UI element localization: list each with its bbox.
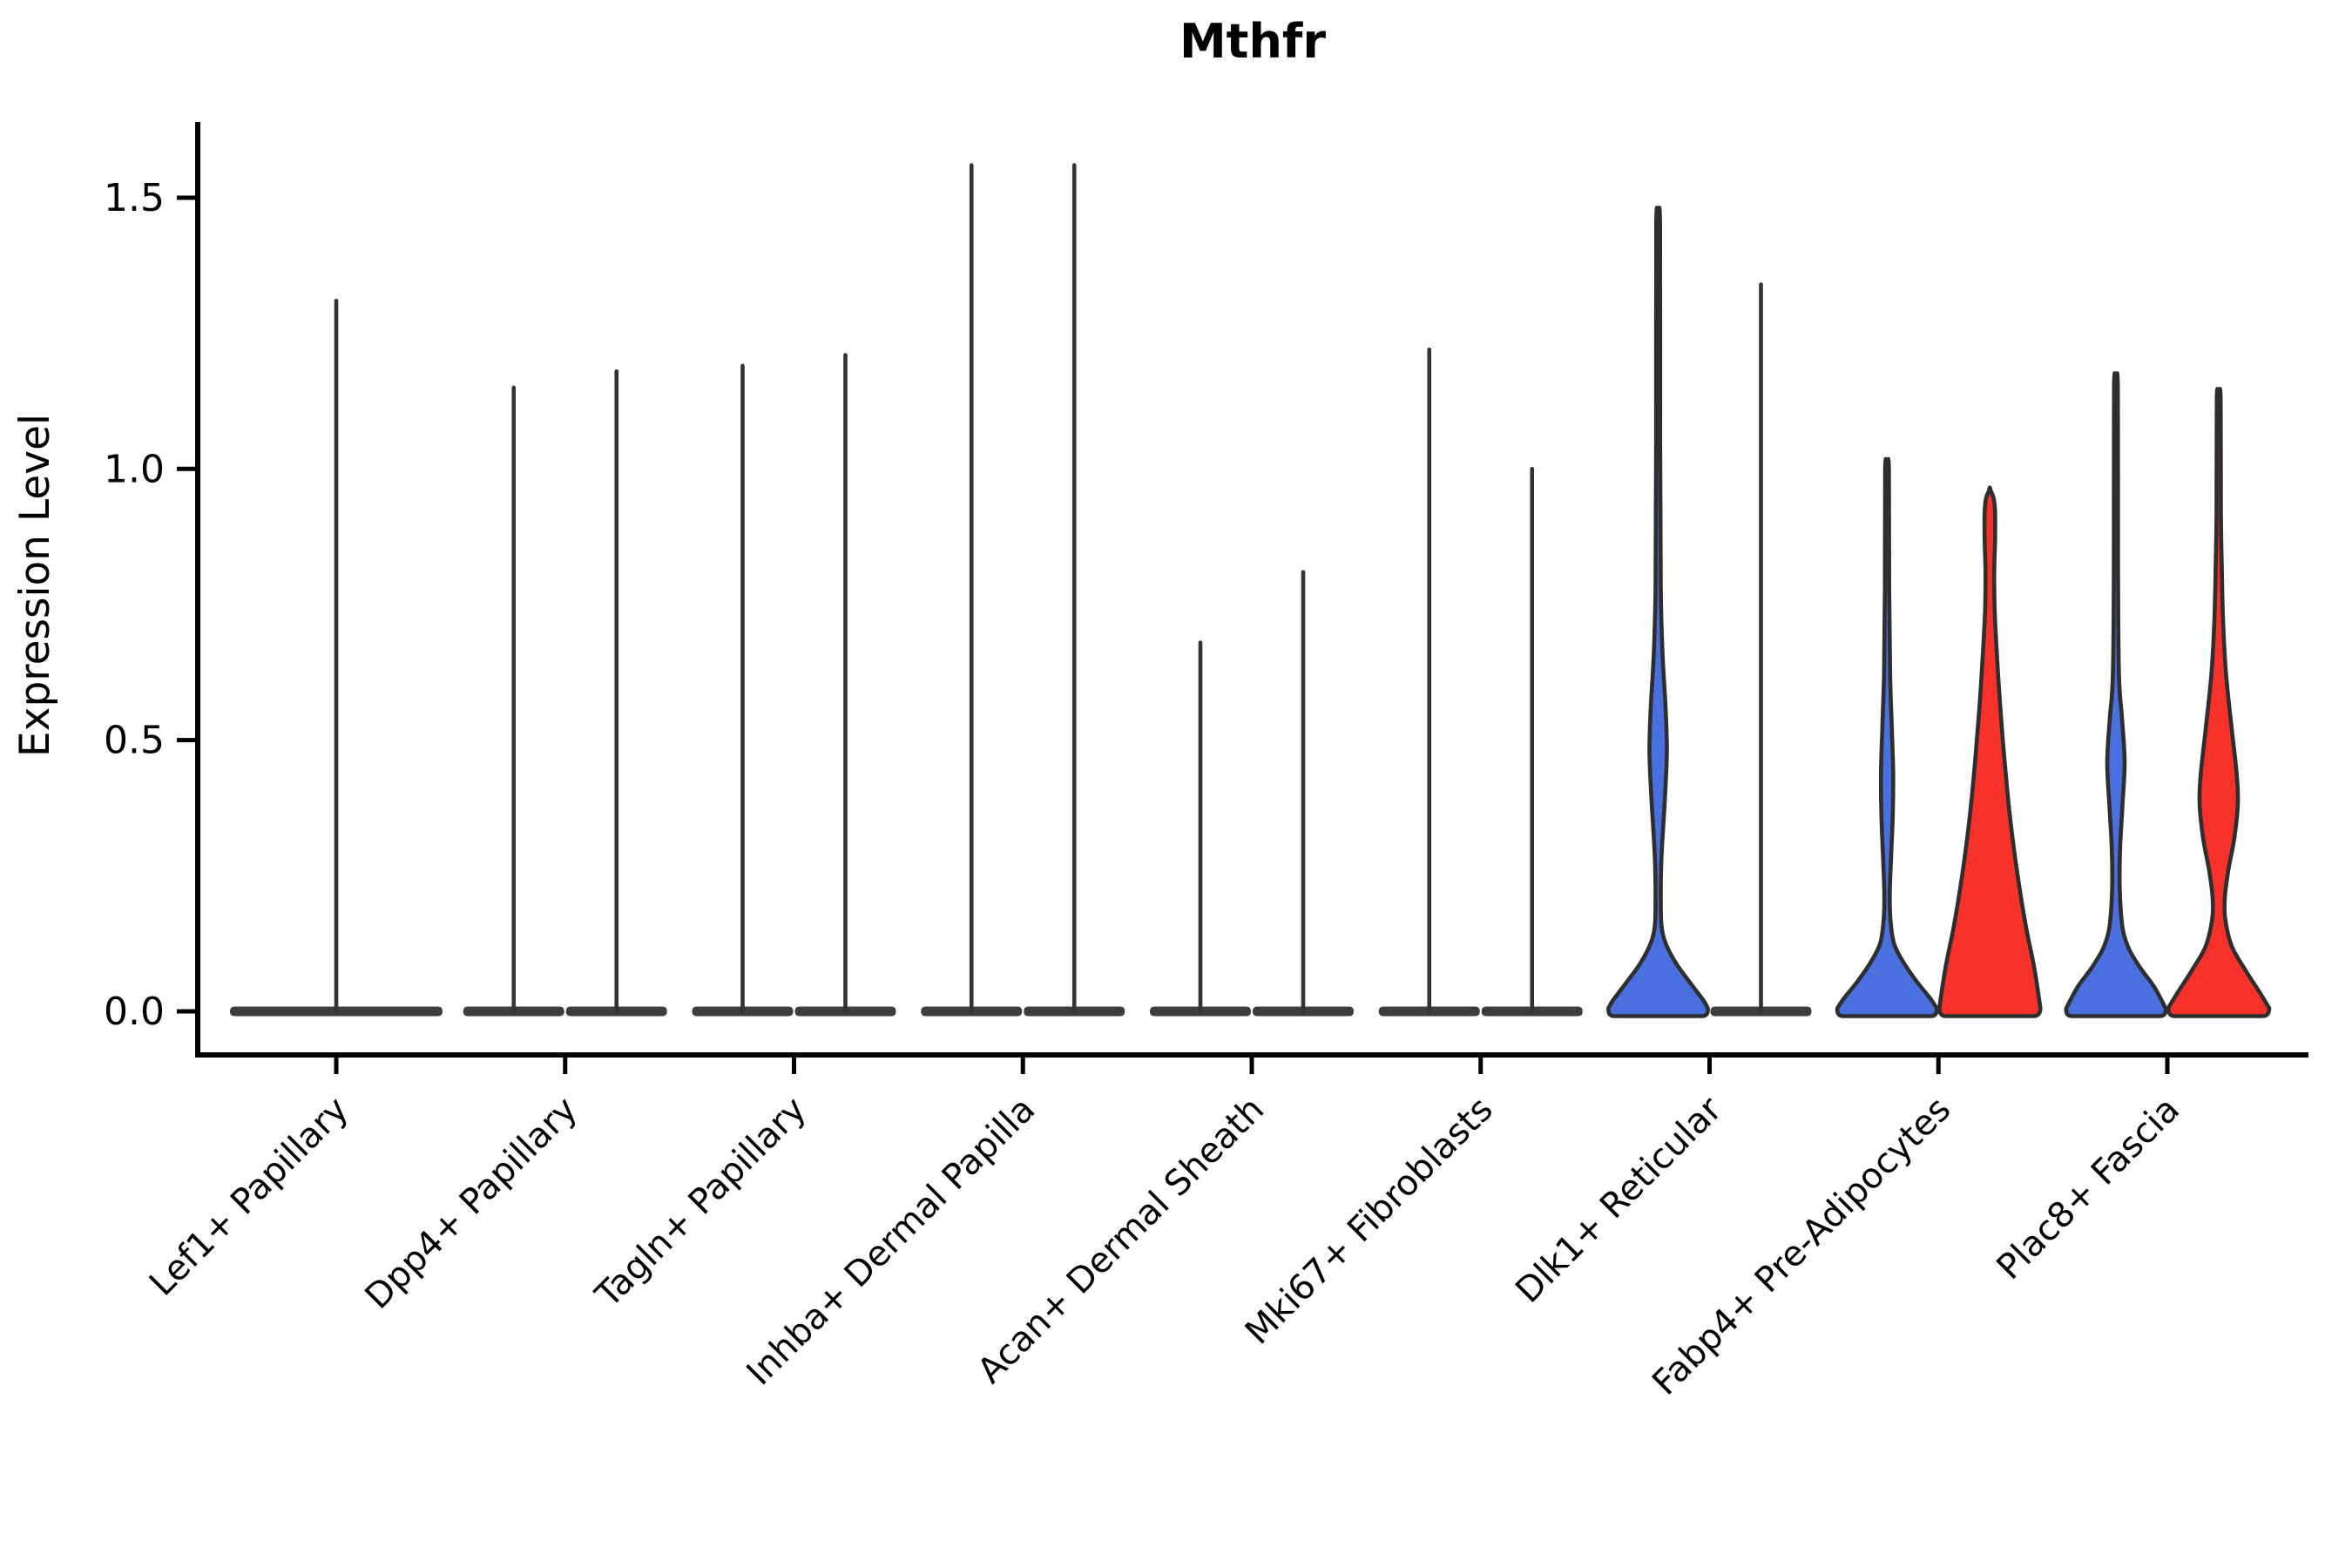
violin-dpp4-papillary-right bbox=[565, 368, 667, 1017]
y-tick-label-1: 0.5 bbox=[104, 719, 165, 763]
violin-mki67-fibroblasts-right bbox=[1481, 466, 1583, 1017]
violin-fabp4-pre-adipocytes-right bbox=[1936, 485, 2043, 1018]
y-tick-label-2: 1.0 bbox=[104, 447, 165, 491]
violin-body-blue bbox=[1606, 206, 1710, 1018]
x-tick-label-8: Plac8+ Fascia bbox=[1990, 1090, 2188, 1288]
violin-acan-dermal-sheath-right bbox=[1253, 570, 1354, 1017]
violin-dlk1-reticular-left bbox=[1606, 206, 1710, 1018]
violin-plac8-fascia-left bbox=[2064, 371, 2168, 1018]
x-tick-label-2: Tagln+ Papillary bbox=[588, 1090, 814, 1316]
violin-inhba-dermal-papilla-left bbox=[921, 163, 1023, 1017]
violin-dpp4-papillary-left bbox=[463, 385, 564, 1017]
violin-body-red bbox=[2166, 387, 2272, 1018]
x-tick-label-6: Dlk1+ Reticular bbox=[1508, 1089, 1730, 1311]
x-tick-label-5: Mki67+ Fibroblasts bbox=[1238, 1090, 1501, 1353]
violin-body-blue bbox=[2064, 371, 2168, 1018]
violin-acan-dermal-sheath-left bbox=[1150, 640, 1251, 1017]
y-tick-label-0: 0.0 bbox=[104, 990, 165, 1034]
y-axis-label: Expression Level bbox=[11, 414, 59, 757]
violin-tagln-papillary-right bbox=[794, 353, 896, 1017]
violin-body-red bbox=[1936, 485, 2043, 1018]
label-layer: Lef1+ Papillary Dpp4+ Papillary Tagln+ Pap… bbox=[142, 1089, 2187, 1403]
x-tick-label-1: Dpp4+ Papillary bbox=[358, 1090, 585, 1317]
x-tick-label-0: Lef1+ Papillary bbox=[142, 1090, 356, 1304]
violin-plac8-fascia-right bbox=[2166, 387, 2272, 1018]
axes-layer: 0.0 0.5 1.0 1.5 bbox=[104, 122, 2308, 1074]
violin-fabp4-pre-adipocytes-left bbox=[1835, 456, 1939, 1018]
violin-mki67-fibroblasts-left bbox=[1378, 348, 1480, 1017]
violin-body-blue bbox=[1835, 456, 1939, 1018]
violin-layer bbox=[230, 163, 2272, 1018]
violin-tagln-papillary-left bbox=[692, 363, 794, 1017]
plot-title: Mthfr bbox=[1179, 14, 1326, 69]
violin-dlk1-reticular-right bbox=[1710, 282, 1812, 1017]
y-tick-label-3: 1.5 bbox=[104, 176, 165, 220]
violin-inhba-dermal-papilla-right bbox=[1024, 163, 1125, 1017]
violin-lef1-papillary-single bbox=[230, 298, 443, 1017]
